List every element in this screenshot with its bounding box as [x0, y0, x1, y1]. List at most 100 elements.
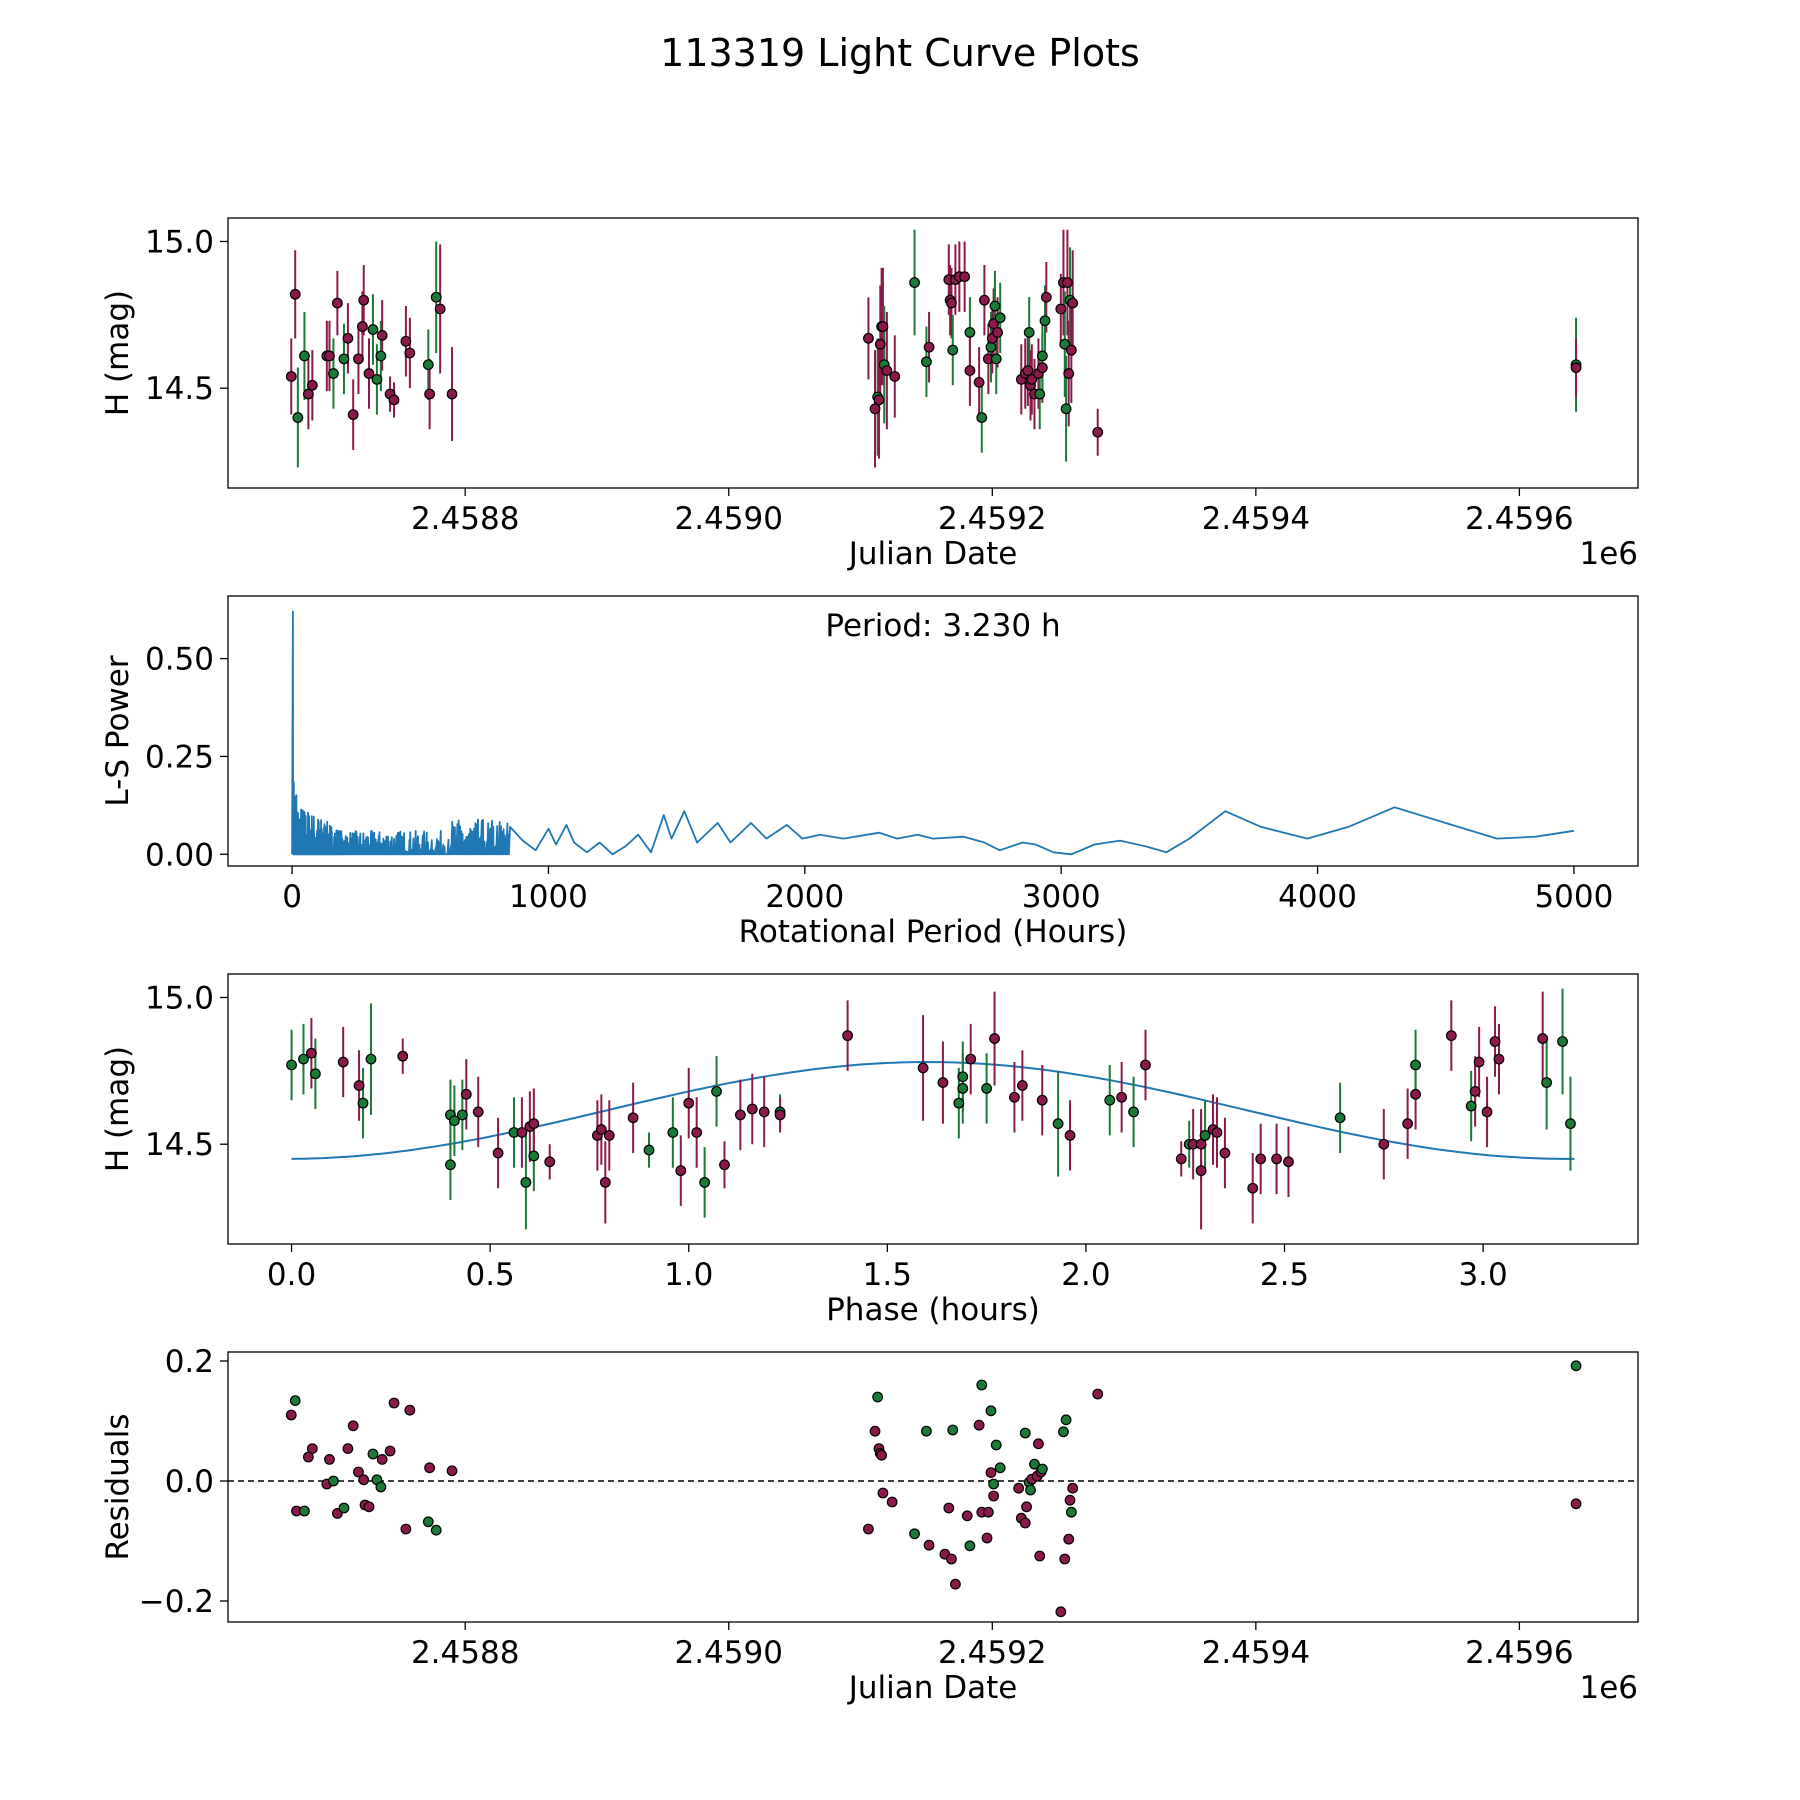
data-point [937, 1077, 949, 1088]
data-point [1195, 1138, 1207, 1150]
data-point [384, 1445, 396, 1457]
data-point [1271, 1153, 1282, 1165]
x-tick-label: 2.0 [1061, 1257, 1110, 1293]
data-point [691, 1127, 703, 1138]
data-point [1116, 1091, 1128, 1103]
data-point [1570, 1360, 1582, 1372]
data-point [959, 271, 971, 283]
data-point [289, 288, 301, 300]
data-point [863, 332, 874, 344]
data-point [1064, 1130, 1076, 1141]
data-point [985, 341, 997, 353]
data-point [946, 297, 957, 309]
data-point [299, 350, 310, 362]
data-point [1537, 1033, 1549, 1044]
data-point [627, 1112, 639, 1124]
data-point [397, 1050, 409, 1062]
x-tick-label: 2.4596 [1465, 501, 1573, 537]
data-point [400, 335, 412, 347]
data-point [353, 353, 364, 365]
data-point [1175, 1153, 1187, 1165]
data-point [719, 1159, 730, 1171]
y-tick-label: 15.0 [145, 980, 214, 1016]
data-point [886, 1496, 898, 1508]
data-point [544, 1156, 556, 1168]
data-point [982, 1506, 994, 1518]
data-point [338, 1502, 350, 1514]
jd-plot-panel: 2.4588 2.4590 2.4592 2.4594 2.4596 14.5 15.0 Ju… [100, 217, 1639, 572]
data-point [774, 1109, 786, 1121]
data-point [1009, 1091, 1020, 1103]
data-point [1445, 1030, 1457, 1042]
data-point [1570, 362, 1582, 374]
x-tick-label: 2.4596 [1465, 1635, 1573, 1671]
data-point [292, 412, 304, 423]
data-point [400, 1523, 412, 1535]
data-point [446, 388, 458, 400]
data-point [1058, 1426, 1069, 1438]
data-point [877, 1487, 889, 1499]
period-annotation: Period: 3.230 h [825, 608, 1060, 644]
data-point [376, 1453, 388, 1465]
data-point [1063, 1533, 1075, 1545]
data-point [964, 365, 976, 377]
data-point [309, 1068, 321, 1080]
data-point [422, 359, 434, 371]
x-offset-text: 1e6 [1579, 536, 1638, 572]
data-point [957, 1071, 969, 1083]
data-point [1052, 1118, 1064, 1130]
data-point [711, 1085, 722, 1097]
data-point [367, 324, 379, 335]
data-point [1036, 1463, 1048, 1475]
data-point [1019, 1427, 1031, 1439]
data-point [947, 1424, 959, 1436]
data-point [946, 1553, 957, 1565]
data-point [342, 1443, 354, 1454]
data-point [1565, 1118, 1576, 1130]
data-point [1067, 297, 1079, 309]
data-point [430, 1524, 442, 1536]
data-point [976, 412, 988, 423]
data-point [1059, 1553, 1071, 1565]
data-point [1019, 1517, 1031, 1529]
data-point [989, 1033, 1000, 1044]
x-tick-label: 2.4590 [675, 1635, 783, 1671]
data-point [1062, 277, 1073, 288]
data-point [1013, 1482, 1025, 1494]
x-tick-label: 0.5 [465, 1257, 514, 1293]
data-point [603, 1130, 615, 1141]
data-point [1128, 1106, 1139, 1118]
axes-frame [227, 973, 1639, 1245]
phase-plot-panel: 0.0 0.5 1.0 1.5 2.0 2.5 3.0 14.5 15.0 Phase (hour… [100, 973, 1639, 1328]
data-point [404, 1404, 416, 1416]
axes-frame [227, 1351, 1639, 1623]
data-point [1473, 1056, 1485, 1068]
data-point [448, 1115, 460, 1127]
x-tick-label: 2.4588 [411, 501, 519, 537]
data-point [434, 303, 446, 315]
points-layer [285, 229, 1582, 468]
axes-frame [227, 217, 1639, 489]
data-point [1283, 1156, 1294, 1168]
x-axis-label: Rotational Period (Hours) [739, 914, 1128, 950]
periodogram-panel: 0 1000 2000 3000 4000 5000 0.00 0.25 0.50 Rotatio… [100, 595, 1639, 950]
data-point [1065, 1506, 1077, 1518]
data-point [988, 1490, 1000, 1502]
data-point [1211, 1127, 1223, 1138]
data-point [363, 368, 375, 379]
x-tick-label: 2.4592 [938, 501, 1046, 537]
data-point [446, 1465, 458, 1477]
data-point [365, 1053, 377, 1065]
data-point [961, 1510, 973, 1522]
data-point [881, 365, 893, 377]
data-point [1055, 303, 1067, 315]
data-point [302, 388, 314, 400]
data-point [921, 356, 932, 368]
x-tick-label: 0.0 [267, 1257, 316, 1293]
data-point [964, 327, 976, 338]
data-point [981, 1532, 993, 1544]
data-point [734, 1109, 746, 1121]
data-point [1065, 344, 1077, 356]
y-tick-label: 0.0 [165, 1464, 214, 1500]
